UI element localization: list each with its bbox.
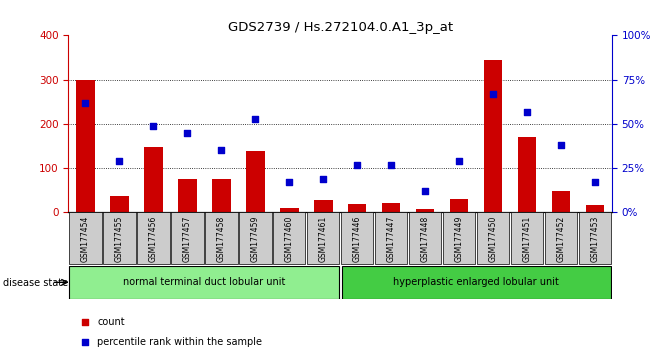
Bar [443,212,475,264]
Bar [342,266,611,299]
Point [182,130,193,136]
Bar [450,199,469,212]
Point [284,179,294,185]
Text: GSM177453: GSM177453 [590,216,600,262]
Point [114,158,124,164]
Bar [477,212,509,264]
Bar [484,60,503,212]
Point [488,91,498,97]
Text: GSM177452: GSM177452 [557,216,566,262]
Bar [586,205,604,212]
Text: GSM177450: GSM177450 [488,216,497,262]
Bar [307,212,339,264]
Bar [205,212,238,264]
Text: hyperplastic enlarged lobular unit: hyperplastic enlarged lobular unit [393,277,559,287]
Text: GSM177457: GSM177457 [183,216,192,262]
Bar [510,212,544,264]
Bar [551,191,570,212]
Text: GSM177454: GSM177454 [81,216,90,262]
Text: GSM177448: GSM177448 [421,216,430,262]
Bar [178,179,197,212]
Bar [273,212,305,264]
Bar [246,152,264,212]
Text: GSM177455: GSM177455 [115,216,124,262]
Bar [144,147,163,212]
Bar [76,80,94,212]
Bar [69,212,102,264]
Point [352,162,363,167]
Text: normal terminal duct lobular unit: normal terminal duct lobular unit [123,277,285,287]
Bar [137,212,170,264]
Text: GSM177459: GSM177459 [251,216,260,262]
Point [80,100,90,105]
Title: GDS2739 / Hs.272104.0.A1_3p_at: GDS2739 / Hs.272104.0.A1_3p_at [228,21,452,34]
Point [216,148,227,153]
Bar [239,212,271,264]
Bar [416,209,434,212]
Point [556,142,566,148]
Point [80,339,90,345]
Point [590,179,600,185]
Text: GSM177456: GSM177456 [149,216,158,262]
Text: count: count [98,318,125,327]
Bar [381,202,400,212]
Text: percentile rank within the sample: percentile rank within the sample [98,337,262,347]
Bar [579,212,611,264]
Text: GSM177447: GSM177447 [387,216,396,262]
Bar [69,266,339,299]
Bar [348,205,367,212]
Bar [341,212,374,264]
Text: disease state: disease state [3,278,68,288]
Point [148,123,158,129]
Bar [518,137,536,212]
Text: GSM177460: GSM177460 [284,216,294,262]
Text: GSM177446: GSM177446 [353,216,362,262]
Text: GSM177458: GSM177458 [217,216,226,262]
Text: GSM177451: GSM177451 [523,216,531,262]
Bar [212,179,230,212]
Bar [409,212,441,264]
Point [420,188,430,194]
Point [454,158,464,164]
Point [386,162,396,167]
Bar [171,212,204,264]
Text: GSM177461: GSM177461 [318,216,327,262]
Bar [103,212,135,264]
Bar [375,212,408,264]
Bar [110,196,129,212]
Text: GSM177449: GSM177449 [454,216,464,262]
Point [250,116,260,121]
Bar [314,200,333,212]
Point [522,109,533,114]
Bar [545,212,577,264]
Point [318,176,328,182]
Point [80,320,90,325]
Bar [280,208,299,212]
